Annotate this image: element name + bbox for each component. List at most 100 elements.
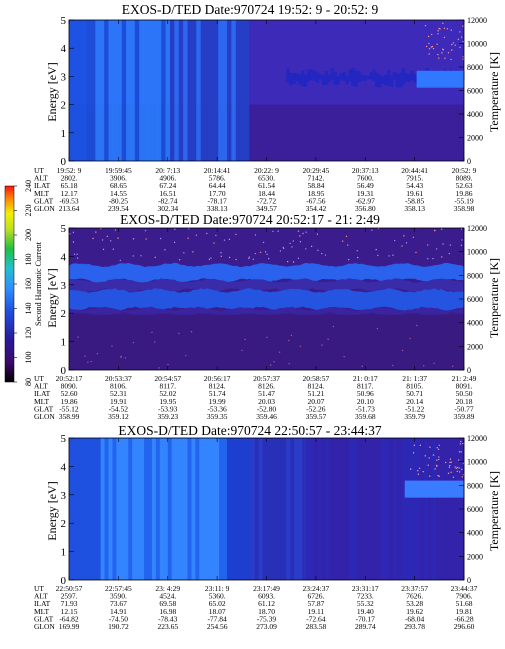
table-cell: 239.54 bbox=[108, 204, 129, 213]
table-cell: 358.13 bbox=[404, 204, 425, 213]
heatmap-cell bbox=[139, 20, 145, 161]
heatmap-cell bbox=[82, 20, 87, 161]
heatmap-cell bbox=[297, 230, 300, 232]
table-row-label: GLON bbox=[34, 412, 55, 421]
heatmap-cell bbox=[228, 238, 231, 241]
table-cell: 20.07 bbox=[307, 397, 324, 406]
heatmap-cell bbox=[187, 237, 189, 239]
panel-1-title: EXOS-D/TED Date:970724 19:52: 9 - 20:52:… bbox=[122, 2, 379, 17]
heatmap-cell bbox=[459, 46, 461, 48]
panel-2-y2-label: Temperature [K] bbox=[487, 258, 501, 338]
heatmap-cell bbox=[456, 466, 459, 469]
heatmap-cell bbox=[120, 438, 125, 580]
heatmap-cell bbox=[316, 233, 319, 235]
table-cell: 65.18 bbox=[61, 181, 78, 190]
heatmap-cell bbox=[278, 438, 283, 580]
table-cell: 22:50:57 bbox=[56, 584, 83, 593]
table-cell: 20.18 bbox=[456, 397, 473, 406]
table-cell: -53.36 bbox=[207, 404, 227, 413]
table-row-label: ILAT bbox=[34, 181, 51, 190]
heatmap-cell bbox=[361, 438, 366, 580]
colorbar-tick-label: 80 bbox=[24, 378, 33, 386]
table-cell: 61.54 bbox=[258, 181, 275, 190]
heatmap-cell bbox=[140, 438, 145, 580]
heatmap-cell bbox=[353, 438, 358, 580]
heatmap-cell bbox=[222, 20, 228, 161]
heatmap-cell bbox=[292, 73, 296, 84]
heatmap-cell bbox=[424, 455, 426, 457]
heatmap-cell bbox=[371, 229, 373, 231]
table-cell: 7626. bbox=[406, 592, 423, 601]
table-cell: 71.93 bbox=[61, 599, 78, 608]
heatmap-cell bbox=[432, 47, 435, 50]
heatmap-cell bbox=[270, 438, 275, 580]
heatmap-cell bbox=[422, 365, 425, 367]
heatmap-cell bbox=[410, 468, 412, 470]
table-cell: 3590. bbox=[110, 592, 127, 601]
heatmap-cell bbox=[183, 20, 188, 161]
y2-tick-label: 10000 bbox=[467, 248, 487, 257]
y-tick-label: 1 bbox=[61, 128, 67, 140]
table-cell: 359.89 bbox=[454, 412, 475, 421]
heatmap-cell bbox=[77, 336, 79, 338]
heatmap-cell bbox=[461, 468, 463, 471]
heatmap-cell bbox=[100, 438, 105, 580]
table-row-label: GLON bbox=[34, 204, 55, 213]
table-cell: -68.04 bbox=[405, 614, 425, 623]
heatmap-cell bbox=[223, 438, 228, 580]
y2-tick-label: 0 bbox=[467, 157, 471, 166]
heatmap-cell bbox=[457, 38, 460, 41]
panel-2-y-ticks: 0 1 2 3 4 5 bbox=[61, 223, 74, 377]
heatmap-cell bbox=[219, 438, 224, 580]
table-cell: 8106. bbox=[110, 382, 127, 391]
table-cell: -67.56 bbox=[306, 196, 326, 205]
y2-tick-label: 12000 bbox=[467, 434, 487, 443]
heatmap-cell bbox=[369, 72, 373, 80]
heatmap-cell bbox=[432, 257, 434, 260]
heatmap-cell bbox=[248, 256, 251, 258]
table-row-label: MLT bbox=[34, 397, 50, 406]
heatmap-cell bbox=[69, 233, 71, 235]
table-cell: 23:17:49 bbox=[253, 584, 280, 593]
table-cell: 52.63 bbox=[456, 181, 473, 190]
heatmap-cell bbox=[288, 362, 290, 365]
colorbar-tick-label: 180 bbox=[24, 254, 33, 266]
heatmap-cell bbox=[405, 242, 408, 244]
heatmap-cell bbox=[449, 461, 451, 464]
heatmap-cell bbox=[365, 438, 370, 580]
heatmap-cell bbox=[345, 438, 350, 580]
heatmap-cell bbox=[246, 438, 252, 580]
heatmap-cell bbox=[392, 71, 397, 80]
heatmap-cell bbox=[124, 438, 129, 580]
table-cell: -62.97 bbox=[356, 196, 376, 205]
heatmap-cell bbox=[299, 345, 302, 347]
heatmap-cell bbox=[381, 438, 386, 580]
heatmap-cell bbox=[332, 325, 335, 328]
table-cell: 6726. bbox=[307, 592, 324, 601]
table-row-label: ALT bbox=[34, 592, 48, 601]
table-cell: 349.57 bbox=[256, 204, 277, 213]
heatmap-cell bbox=[144, 229, 147, 232]
heatmap-cell bbox=[434, 468, 436, 470]
heatmap-cell bbox=[427, 464, 429, 466]
table-cell: 52.02 bbox=[159, 389, 176, 398]
panel-3: EXOS-D/TED Date:970724 22:50:57 - 23:44:… bbox=[34, 423, 501, 631]
heatmap-cell bbox=[88, 438, 94, 580]
table-cell: 57.87 bbox=[307, 599, 324, 608]
y-tick-label: 0 bbox=[61, 365, 67, 377]
colorbar-tick-label: 220 bbox=[24, 205, 33, 217]
y2-tick-label: 0 bbox=[467, 576, 471, 585]
heatmap-cell bbox=[413, 444, 416, 447]
heatmap-cell bbox=[431, 45, 434, 48]
heatmap-cell bbox=[408, 438, 414, 580]
heatmap-cell bbox=[444, 438, 449, 580]
table-cell: 19.61 bbox=[406, 189, 423, 198]
y2-tick-label: 6000 bbox=[467, 295, 483, 304]
heatmap-cell bbox=[145, 238, 147, 240]
table-cell: -51.73 bbox=[356, 404, 376, 413]
heatmap-cell bbox=[134, 20, 140, 161]
heatmap-cell bbox=[349, 438, 354, 580]
panel-2-heatmap bbox=[68, 227, 465, 371]
panel-3-y2-ticks: 0 2000 4000 6000 8000 10000 12000 bbox=[459, 434, 487, 585]
